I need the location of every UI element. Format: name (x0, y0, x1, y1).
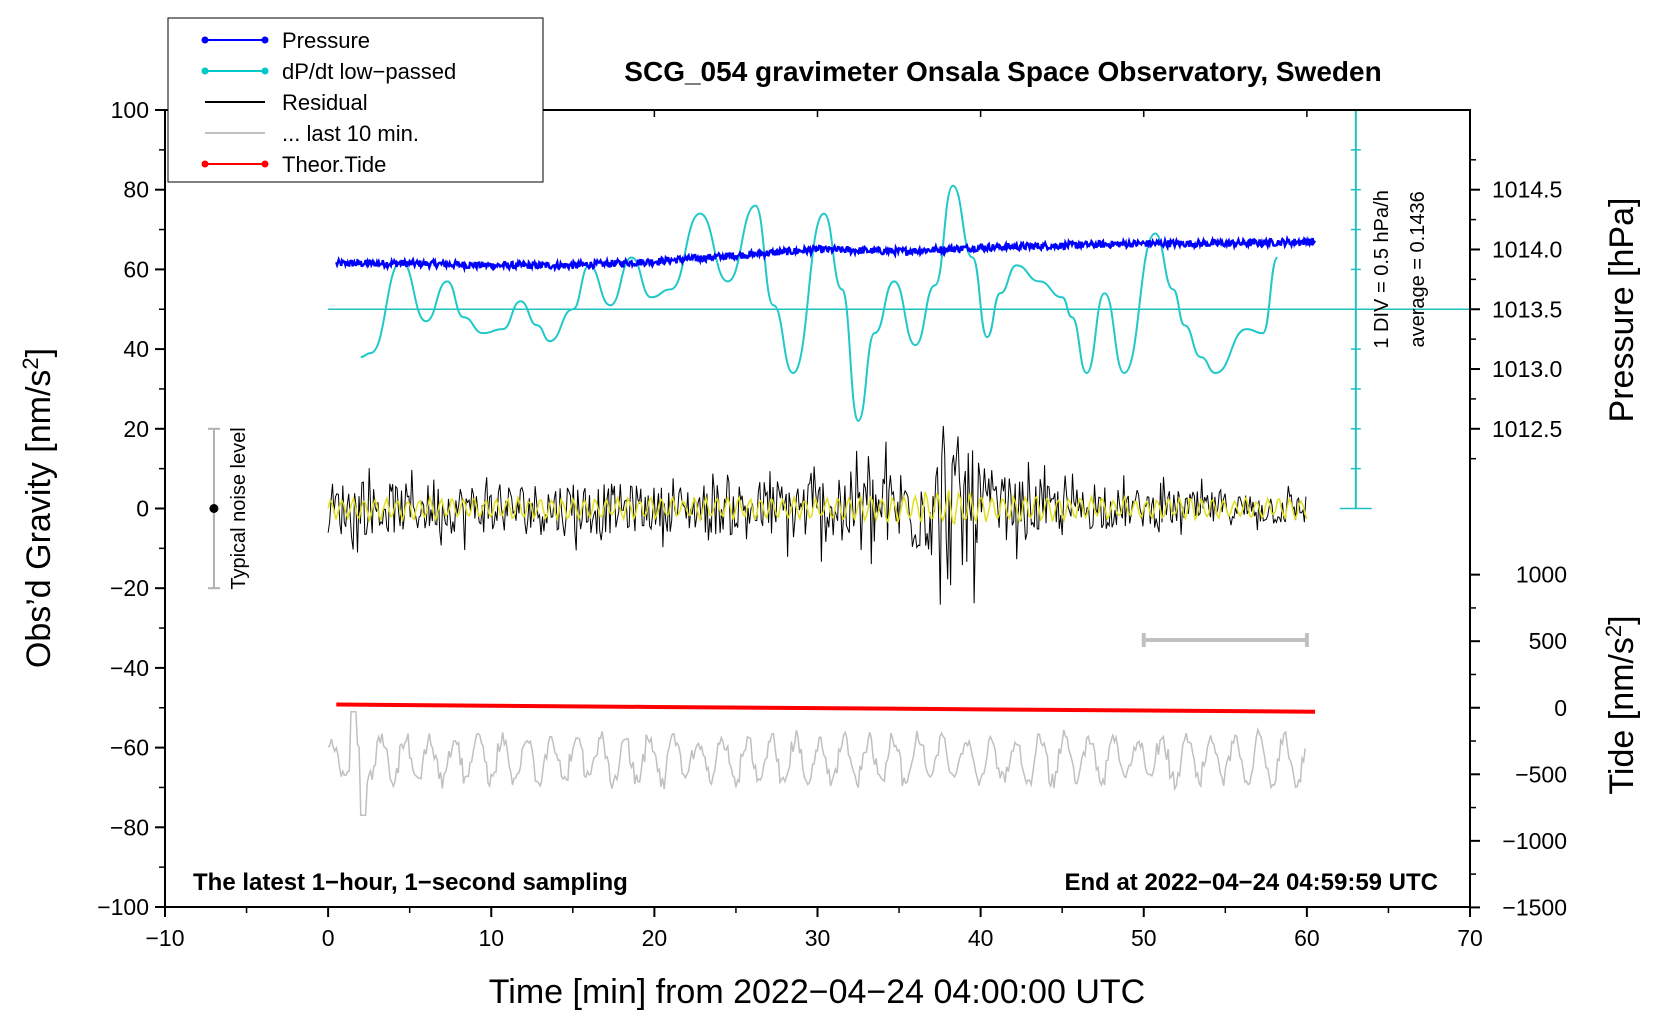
x-tick-label: 40 (968, 925, 994, 951)
legend-swatch-marker (261, 67, 269, 75)
y-tick-label: 80 (123, 177, 149, 203)
y-tick-label: 40 (123, 336, 149, 362)
y-tick-label: 20 (123, 416, 149, 442)
dpdt-series-line (360, 184, 1279, 422)
legend: Pressure dP/dt low−passed Residual ... last… (167, 17, 544, 183)
legend-swatch-marker (201, 36, 209, 44)
tide-series-line (336, 702, 1316, 714)
tick-layer: −10 0 10 20 30 40 50 60 70100806040200−20−40−60−… (97, 97, 1567, 951)
y-tick-label: −80 (110, 814, 149, 840)
y-tick-label: −40 (110, 655, 149, 681)
tide-tick-label: −1500 (1502, 894, 1567, 920)
tide-tick-label: 500 (1529, 628, 1567, 654)
legend-label: ... last 10 min. (282, 121, 419, 146)
residual-series-line (327, 425, 1307, 605)
legend-swatch-marker (201, 160, 209, 168)
pressure-tick-label: 1014.0 (1492, 236, 1562, 262)
noise-level-label: Typical noise level (228, 427, 250, 589)
y-tick-label: 100 (111, 97, 149, 123)
legend-label: Residual (282, 90, 368, 115)
pressure-series-line (335, 234, 1317, 274)
legend-swatch-marker (261, 36, 269, 44)
tide-tick-label: −500 (1515, 761, 1567, 787)
tide-tick-label: −1000 (1502, 828, 1567, 854)
tide-tick-label: 1000 (1516, 562, 1567, 588)
pressure-tick-label: 1013.0 (1492, 356, 1562, 382)
x-tick-label: 20 (642, 925, 668, 951)
footer-right-label: End at 2022−04−24 04:59:59 UTC (1064, 869, 1438, 896)
pressure-tick-label: 1013.5 (1492, 296, 1562, 322)
x-tick-label: 30 (805, 925, 831, 951)
y-tick-label: −100 (97, 894, 149, 920)
y-axis-title-main: Obs’d Gravity [nm/s2] (18, 348, 58, 668)
y-axis-title-tide: Tide [nm/s2] (1601, 615, 1641, 794)
residual-filtered-line (327, 490, 1308, 525)
x-tick-label: −10 (145, 925, 184, 951)
pressure-tick-label: 1014.5 (1492, 177, 1562, 203)
legend-label: dP/dt low−passed (282, 59, 456, 84)
y-axis-title-pressure: Pressure [hPa] (1603, 198, 1641, 423)
chart-title: SCG_054 gravimeter Onsala Space Observat… (624, 56, 1381, 87)
legend-swatch-marker (201, 67, 209, 75)
last10-series-line (327, 710, 1306, 817)
x-tick-label: 70 (1457, 925, 1483, 951)
x-tick-label: 60 (1294, 925, 1320, 951)
noise-level-dot (209, 504, 219, 513)
legend-label: Pressure (282, 28, 370, 53)
legend-items: Pressure dP/dt low−passed Residual ... last… (201, 28, 456, 177)
pressure-tick-label: 1012.5 (1492, 416, 1562, 442)
footer-left-label: The latest 1−hour, 1−second sampling (193, 869, 628, 896)
tide-tick-label: 0 (1554, 695, 1567, 721)
y-tick-label: −20 (110, 575, 149, 601)
series-layer (207, 109, 1470, 817)
legend-box (167, 17, 544, 183)
dpdt-scale-average-label: average = 0.1436 (1407, 191, 1429, 347)
y-tick-label: −60 (110, 735, 149, 761)
x-tick-label: 50 (1131, 925, 1157, 951)
legend-swatch-marker (261, 160, 269, 168)
dpdt-scale-div-label: 1 DIV = 0.5 hPa/h (1371, 190, 1393, 348)
x-axis-title: Time [min] from 2022−04−24 04:00:00 UTC (489, 973, 1145, 1011)
y-tick-label: 60 (123, 256, 149, 282)
legend-label: Theor.Tide (282, 152, 386, 177)
x-tick-label: 10 (478, 925, 504, 951)
x-tick-label: 0 (322, 925, 335, 951)
y-tick-label: 0 (136, 496, 149, 522)
